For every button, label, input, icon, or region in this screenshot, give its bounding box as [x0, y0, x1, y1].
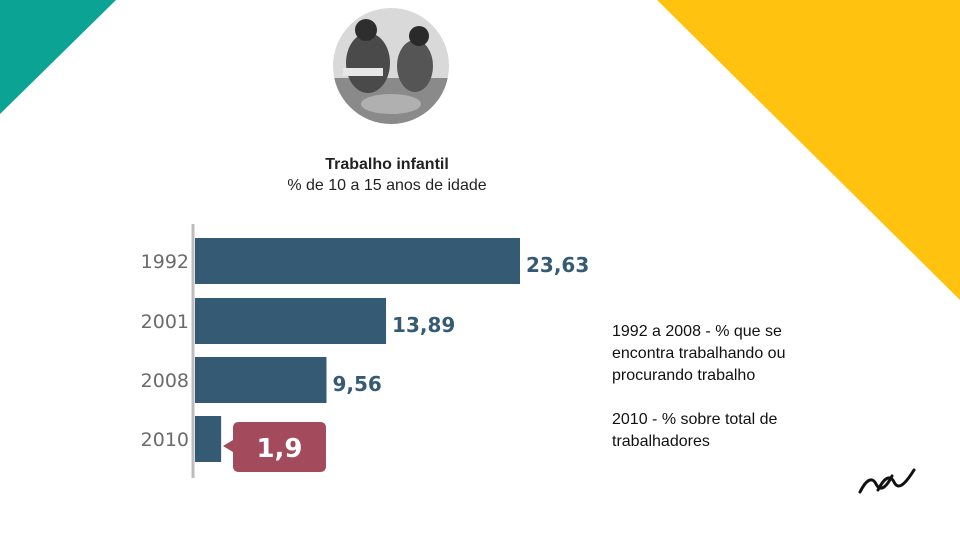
category-label-2008: 2008 [141, 370, 189, 392]
wave-logo-icon [858, 468, 916, 494]
chart-title-block: Trabalho infantil % de 10 a 15 anos de i… [240, 154, 534, 196]
bar-1992 [195, 238, 520, 284]
category-label-2001: 2001 [141, 311, 189, 333]
value-label-1992: 23,63 [526, 253, 589, 277]
note-1992-2008: 1992 a 2008 - % que se encontra trabalha… [612, 323, 786, 384]
value-label-2010: 1,9 [256, 434, 302, 464]
bar-2008 [195, 357, 327, 403]
bar-2010 [195, 416, 222, 462]
teal-corner-triangle [0, 0, 116, 114]
value-label-2008: 9,56 [332, 372, 381, 396]
value-label-2001: 13,89 [392, 313, 455, 337]
chart-title: Trabalho infantil [325, 156, 449, 173]
child-labor-photo [333, 8, 449, 124]
category-label-2010: 2010 [141, 429, 189, 451]
bar-2001 [195, 298, 387, 344]
category-label-1992: 1992 [141, 251, 189, 273]
highlight-callout-2010 [223, 422, 326, 472]
chart-subtitle: % de 10 a 15 anos de idade [287, 177, 487, 194]
note-2010: 2010 - % sobre total de trabalhadores [612, 411, 778, 450]
yellow-corner-triangle [657, 0, 960, 300]
side-notes: 1992 a 2008 - % que se encontra trabalha… [612, 321, 832, 475]
